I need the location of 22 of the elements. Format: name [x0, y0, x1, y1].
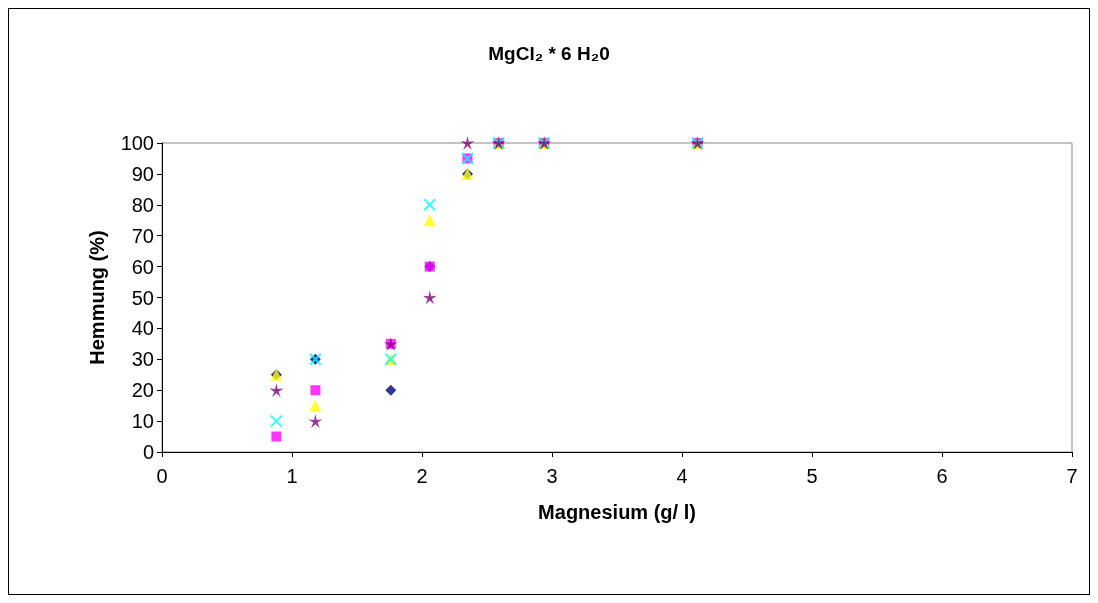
- x-tick-label: 2: [416, 465, 428, 487]
- y-tick-label: 90: [131, 162, 154, 185]
- y-tick-label: 0: [142, 441, 154, 463]
- x-tick-label: 0: [156, 465, 168, 487]
- y-tick-label: 70: [131, 224, 154, 247]
- y-tick-label: 10: [131, 410, 154, 433]
- x-tick-label: 4: [676, 465, 688, 487]
- x-tick-label: 1: [286, 465, 298, 487]
- x-tick-label: 6: [936, 465, 948, 487]
- x-tick-label: 3: [546, 465, 558, 487]
- y-axis-title: Hemmung (%): [86, 230, 108, 365]
- x-tick-label: 5: [806, 465, 818, 487]
- y-tick-label: 20: [131, 379, 154, 402]
- y-tick-label: 30: [131, 348, 154, 371]
- y-tick-label: 100: [120, 132, 154, 154]
- y-tick-label: 50: [131, 286, 154, 309]
- y-tick-label: 80: [131, 193, 154, 216]
- x-tick-label: 7: [1066, 465, 1078, 487]
- x-axis-title: Magnesium (g/ l): [538, 501, 696, 523]
- chart-title: MgCl₂ * 6 H₂0: [488, 43, 610, 64]
- y-tick-label: 40: [131, 317, 154, 340]
- y-tick-label: 60: [131, 255, 154, 278]
